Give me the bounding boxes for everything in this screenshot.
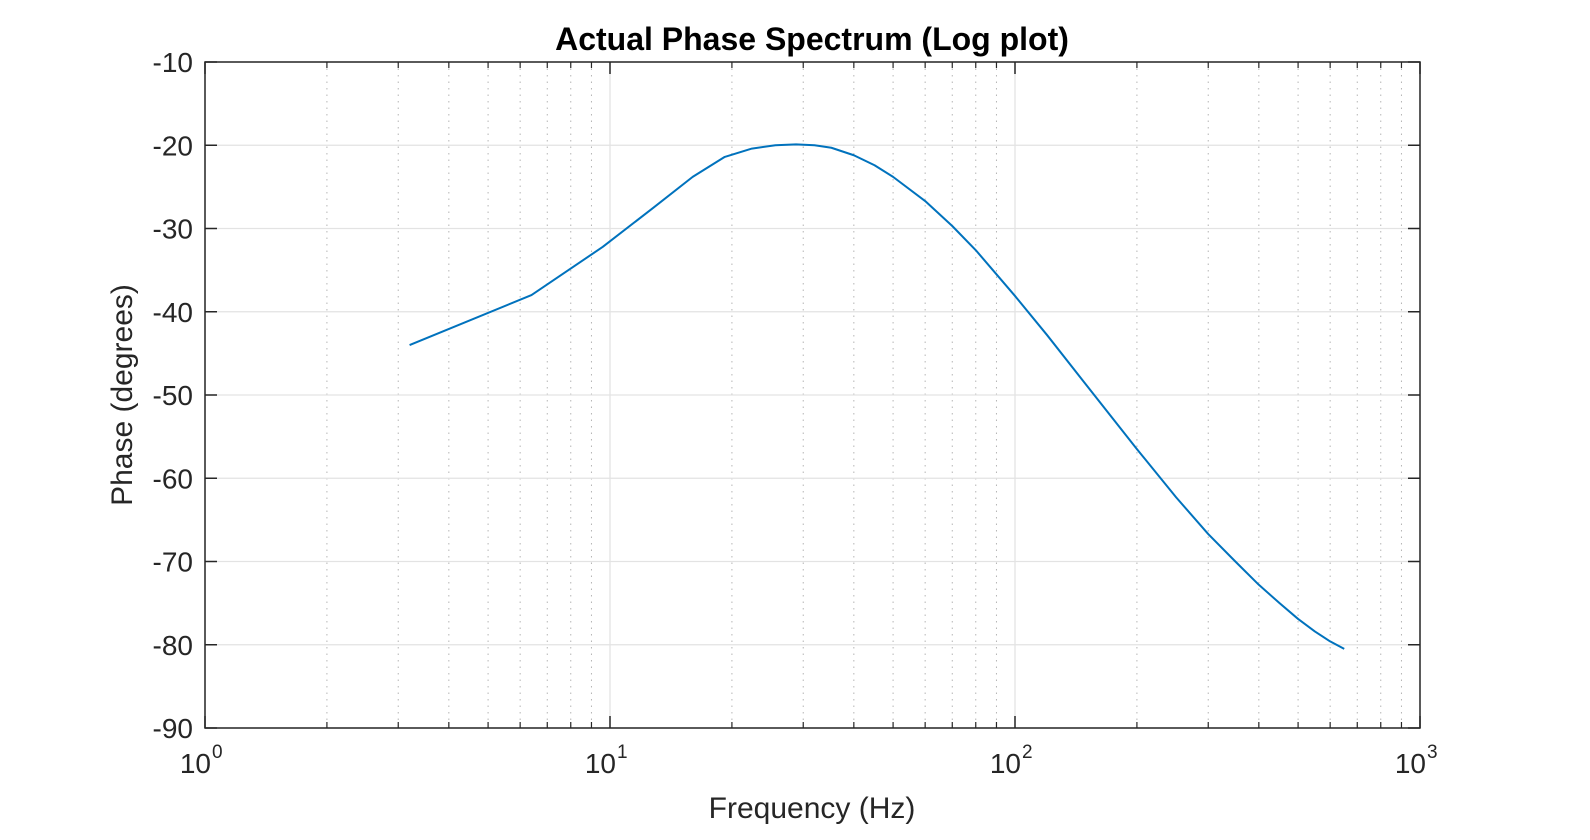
- y-tick-label: -80: [153, 630, 193, 661]
- x-tick-base: 10: [1395, 748, 1426, 779]
- x-tick-label: 10 0: [180, 742, 223, 779]
- x-axis-label: Frequency (Hz): [709, 792, 916, 825]
- series-line: [409, 143, 1345, 650]
- x-tick-exponent: 0: [212, 742, 223, 763]
- chart-title: Actual Phase Spectrum (Log plot): [555, 21, 1069, 57]
- tick-marks: [204, 61, 1421, 729]
- y-tick-label: -10: [153, 47, 193, 78]
- series-layer: [409, 143, 1345, 650]
- y-tick-label: -70: [153, 547, 193, 578]
- x-tick-labels: 10 0 10 1 10 2 10 3: [180, 742, 1438, 779]
- x-tick-base: 10: [585, 748, 616, 779]
- y-axis-label: Phase (degrees): [106, 284, 139, 506]
- x-tick-base: 10: [180, 748, 211, 779]
- y-tick-label: -50: [153, 380, 193, 411]
- y-tick-label: -40: [153, 297, 193, 328]
- y-tick-label: -20: [153, 130, 193, 161]
- y-tick-label: -30: [153, 214, 193, 245]
- y-tick-label: -60: [153, 463, 193, 494]
- x-tick-label: 10 3: [1395, 742, 1438, 779]
- x-tick-exponent: 1: [617, 742, 628, 763]
- x-tick-label: 10 1: [585, 742, 628, 779]
- x-tick-exponent: 3: [1427, 742, 1438, 763]
- y-tick-label: -90: [153, 713, 193, 744]
- y-tick-labels: -10 -20 -30 -40 -50 -60 -70 -80 -90: [153, 47, 193, 744]
- x-tick-exponent: 2: [1022, 742, 1033, 763]
- x-tick-label: 10 2: [990, 742, 1033, 779]
- x-tick-base: 10: [990, 748, 1021, 779]
